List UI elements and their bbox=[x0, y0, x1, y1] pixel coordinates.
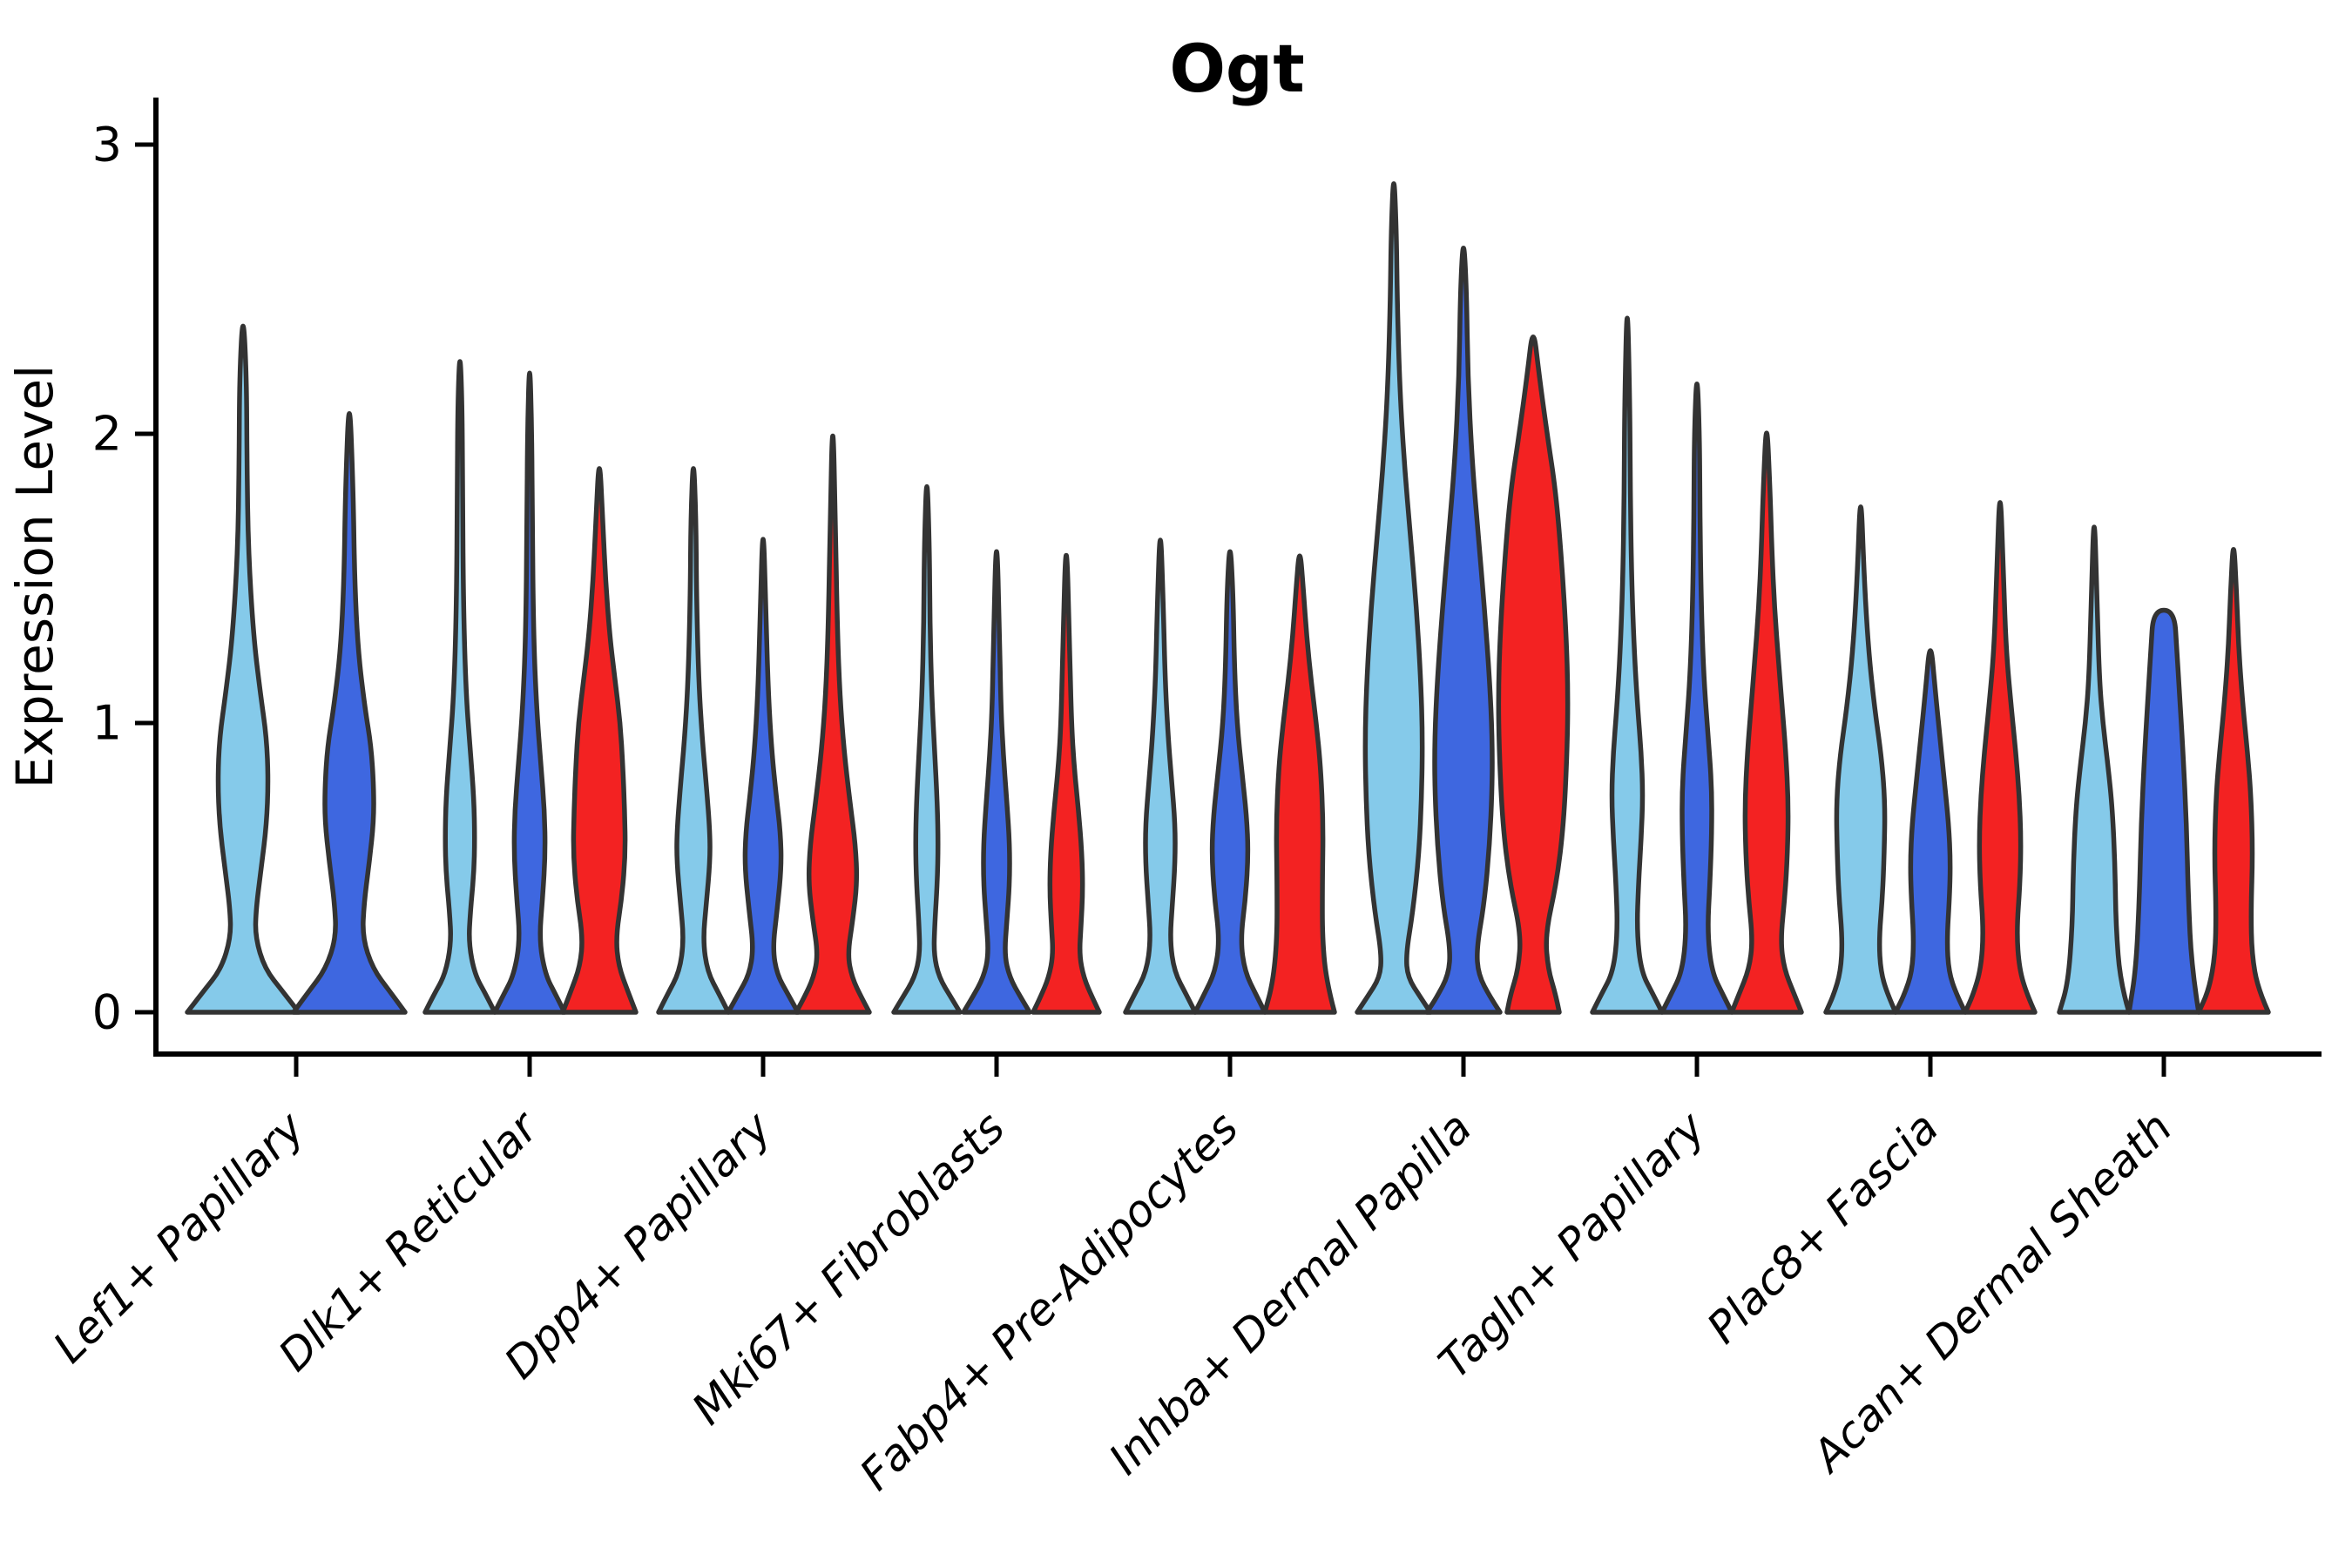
violin-acan+-royal_blue bbox=[2126, 607, 2201, 1015]
violin-inhba+-royal_blue bbox=[1424, 245, 1503, 1015]
y-axis-label: Expression Level bbox=[5, 365, 64, 788]
violin-plac8+-royal_blue bbox=[1893, 648, 1968, 1015]
chart-title: Ogt bbox=[1169, 30, 1304, 107]
y-axis-ticks: 0 1 2 3 bbox=[92, 118, 156, 1040]
violin-dlk1+-red bbox=[560, 466, 639, 1015]
violin-dpp4+-light_blue bbox=[656, 466, 731, 1015]
y-tick-label: 3 bbox=[92, 118, 122, 172]
violin-fabp4+-light_blue bbox=[1123, 537, 1198, 1015]
violin-plac8+-light_blue bbox=[1823, 504, 1898, 1015]
violin-dlk1+-light_blue bbox=[422, 359, 497, 1015]
y-tick-label: 0 bbox=[92, 985, 122, 1040]
violin-fabp4+-royal_blue bbox=[1193, 549, 1267, 1015]
violin-dpp4+-royal_blue bbox=[726, 537, 801, 1015]
violin-tagln+-royal_blue bbox=[1659, 381, 1734, 1015]
violin-lef1+-light_blue bbox=[185, 323, 301, 1015]
y-tick-label: 2 bbox=[92, 407, 122, 462]
violin-acan+-red bbox=[2196, 547, 2271, 1015]
violin-inhba+-red bbox=[1496, 335, 1571, 1015]
x-tick-label: Lef1+ Papillary bbox=[44, 1101, 314, 1372]
x-tick-label: Fabp4+ Pre-Adipocytes bbox=[850, 1102, 1248, 1500]
violin-dpp4+-red bbox=[794, 433, 872, 1015]
violin-fabp4+-red bbox=[1262, 553, 1337, 1015]
violin-lef1+-royal_blue bbox=[291, 411, 408, 1015]
violin-tagln+-light_blue bbox=[1590, 315, 1665, 1015]
violin-dlk1+-royal_blue bbox=[492, 370, 567, 1015]
violin-mki67+-royal_blue bbox=[961, 549, 1032, 1015]
x-tick-label: Dlk1+ Reticular bbox=[269, 1100, 550, 1381]
violin-inhba+-light_blue bbox=[1355, 181, 1433, 1015]
violin-acan+-light_blue bbox=[2057, 524, 2132, 1015]
x-tick-label: Plac8+ Fascia bbox=[1698, 1102, 1949, 1353]
violins-layer bbox=[185, 181, 2271, 1015]
y-tick-label: 1 bbox=[92, 696, 122, 751]
violin-mki67+-light_blue bbox=[891, 484, 963, 1015]
violin-mki67+-red bbox=[1031, 552, 1102, 1015]
violin-plac8+-red bbox=[1963, 500, 2038, 1015]
violin-tagln+-red bbox=[1729, 430, 1804, 1015]
